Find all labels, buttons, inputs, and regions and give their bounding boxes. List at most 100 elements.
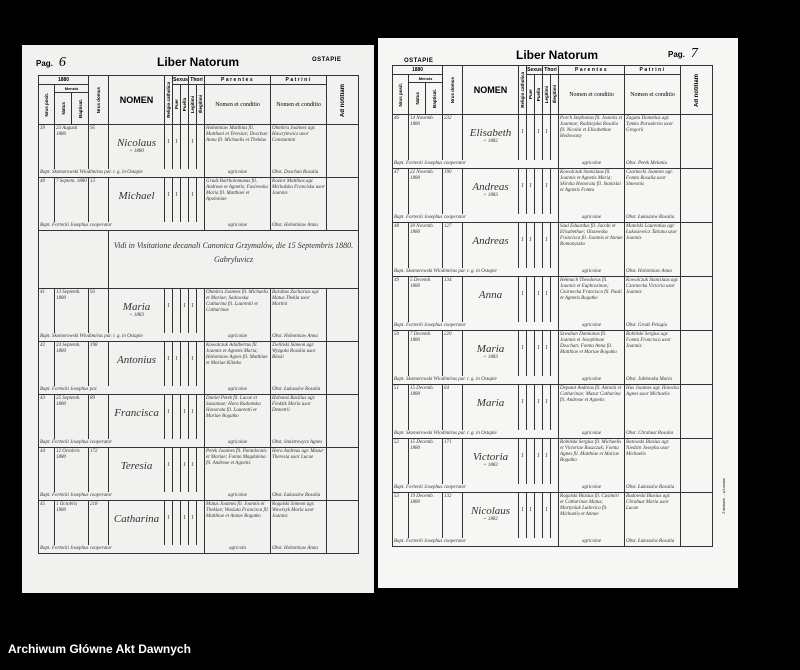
mark-cell: 1 <box>542 168 552 214</box>
puella-header: Puella <box>180 84 190 125</box>
patrini-subheader: Nomen et conditio <box>270 84 328 125</box>
year-header: 1880 <box>391 65 444 75</box>
obstetrix: Obst. Jabłonska Maria <box>624 375 682 385</box>
entry-number: 50 <box>392 330 409 376</box>
mark-cell: 1 <box>518 330 528 376</box>
mark-cell <box>526 114 536 160</box>
house-number: 198 <box>88 341 110 386</box>
entry-number: 47 <box>392 168 409 214</box>
child-name: Anna <box>462 276 520 322</box>
baptizer: Bapt. Skomorowski Wlodimirus par. r. g. … <box>391 429 560 439</box>
parents: Kowalczuk Stanislaus fil. Joannis et Agn… <box>558 168 626 214</box>
natus-header: Natus <box>54 92 72 125</box>
obstetrix: Obst. Grodz Pelagia <box>624 321 682 331</box>
birth-date: 22 Novemb. 1880 <box>407 168 444 214</box>
godparents: Rogalski Simeon agr. Wawrzyk Maria uxor … <box>270 500 328 545</box>
house-number: 95 <box>88 124 110 169</box>
mark-cell <box>550 168 560 214</box>
godparents: Barabas Zacharias agr. Matus Thekla uxor… <box>270 288 328 333</box>
mark-cell: 1 <box>534 330 544 376</box>
page-title: Liber Natorum <box>157 55 240 69</box>
entry-number: 45 <box>38 500 55 545</box>
godparents: Hobotaś Basilius agr. Fiedzik Maria uxor… <box>270 394 328 439</box>
mark-cell: 1 <box>518 222 528 268</box>
parents-condition: agricola <box>204 544 272 554</box>
baptism-line: Bapt. Fortecki Josephus cooperator agric… <box>37 491 360 501</box>
child-name: Andreas + 1883 <box>462 168 520 214</box>
entry-number: 44 <box>38 447 55 492</box>
baptisat-header: Baptisat. <box>424 82 444 115</box>
parentes-header: Parentes <box>558 65 626 75</box>
entry-number: 53 <box>392 492 409 538</box>
child-name: Maria + 1883 <box>462 330 520 376</box>
mark-cell <box>534 492 544 538</box>
mark-cell: 1 <box>164 177 174 222</box>
mark-cell: 1 <box>526 492 536 538</box>
mark-cell: 1 <box>188 177 198 222</box>
house-number: 172 <box>88 447 110 492</box>
thori-header: Thori <box>542 65 560 75</box>
house-number: 218 <box>88 500 110 545</box>
mark-cell: 1 <box>542 492 552 538</box>
mark-cell <box>196 447 206 492</box>
birth-date: 12 Octobris 1880 <box>53 447 90 492</box>
baptism-line: Bapt. Skomorowski Wlodimirus par. r. g. … <box>37 332 360 342</box>
baptizer: Bapt. Fortecki Josephus cooperator <box>37 544 206 554</box>
obstetrix: Obst. Łukaszów Rosalia <box>624 483 682 493</box>
parents-condition: agricolae <box>204 221 272 231</box>
mark-cell <box>196 500 206 545</box>
page-title: Liber Natorum <box>516 48 599 62</box>
parents: Szwaban Damianus fil. Joannis et Josephi… <box>558 330 626 376</box>
birth-date: 15 Decemb. 1880 <box>407 438 444 484</box>
house-number: 64 <box>442 384 464 430</box>
godparents: Batowski Blasius agr. Niedzin Josepha ux… <box>624 438 682 484</box>
printer-note: Z drukarni ... w Lwowie <box>722 478 726 514</box>
mark-cell: 1 <box>534 384 544 430</box>
baptizer: Bapt. Fortecki Josephus cooperator <box>391 159 560 169</box>
baptizer: Bapt. Skomorowski Wlodimirus par. r. g. … <box>391 267 560 277</box>
nrus-domus-header: Nrus domus <box>88 75 110 125</box>
parents-condition: agricolae <box>204 168 272 178</box>
page-number: 6 <box>58 55 66 70</box>
mark-cell: 1 <box>188 124 198 169</box>
house-number: 89 <box>88 394 110 439</box>
mark-cell <box>534 168 544 214</box>
child-name: Teresia <box>108 447 166 492</box>
archive-footer: Archiwum Główne Akt Dawnych <box>0 630 800 670</box>
mark-cell: 1 <box>542 438 552 484</box>
mark-cell <box>550 276 560 322</box>
entry-number: 49 <box>392 276 409 322</box>
parents: Bobiński Sergius fil. Michaelis et Victo… <box>558 438 626 484</box>
birth-date: 7 Decemb. 1880 <box>407 330 444 376</box>
baptism-line: Bapt. Skomorowski Wlodimirus par. r. g. … <box>391 429 714 439</box>
parents: Kowalczuk Adalbertus fil. Joannis et Agn… <box>204 341 272 386</box>
puer-header: Puer <box>526 74 536 115</box>
ad-notitiam-header: Ad notitiam <box>680 65 714 115</box>
baptism-line: Bapt. Fortecki Josephus cooperator agric… <box>37 544 360 554</box>
birth-date: 25 Septemb. 1880 <box>53 394 90 439</box>
parents: Ohmitra Joannes fil. Michaelis et Mariae… <box>204 288 272 333</box>
thori-header: Thori <box>188 75 206 85</box>
birth-date: 30 Novemb. 1880 <box>407 222 444 268</box>
godparents: Bobiński Sergius agr. Fomta Francisca ux… <box>624 330 682 376</box>
house-number: 127 <box>442 222 464 268</box>
baptism-line: Bapt. Fortecki Josephus cooperator agric… <box>391 213 714 223</box>
obstetrix: Obst. Hobotniaw Anna <box>270 332 328 342</box>
baptism-line: Bapt. Fortecki Josephus cooperator agric… <box>391 537 714 547</box>
birth-date: 19 Decemb. 1880 <box>407 492 444 538</box>
obstetrix: Obst. Łukaszów Rosalia <box>270 385 328 395</box>
parents-condition: agricolae <box>204 438 272 448</box>
parents-condition: agricolae <box>558 537 626 547</box>
parents: Saul Eduardus fil. Jacobi et Elisabethae… <box>558 222 626 268</box>
child-name: Maria + 1883 <box>108 288 166 333</box>
obstetrix: Obst. Hobotniaw Anna <box>624 267 682 277</box>
obstetrix: Obst. Petek Melania <box>624 159 682 169</box>
parents-condition: agricolae <box>204 385 272 395</box>
parents: Hobotniaw Matthias fil. Matthaei et Tere… <box>204 124 272 169</box>
